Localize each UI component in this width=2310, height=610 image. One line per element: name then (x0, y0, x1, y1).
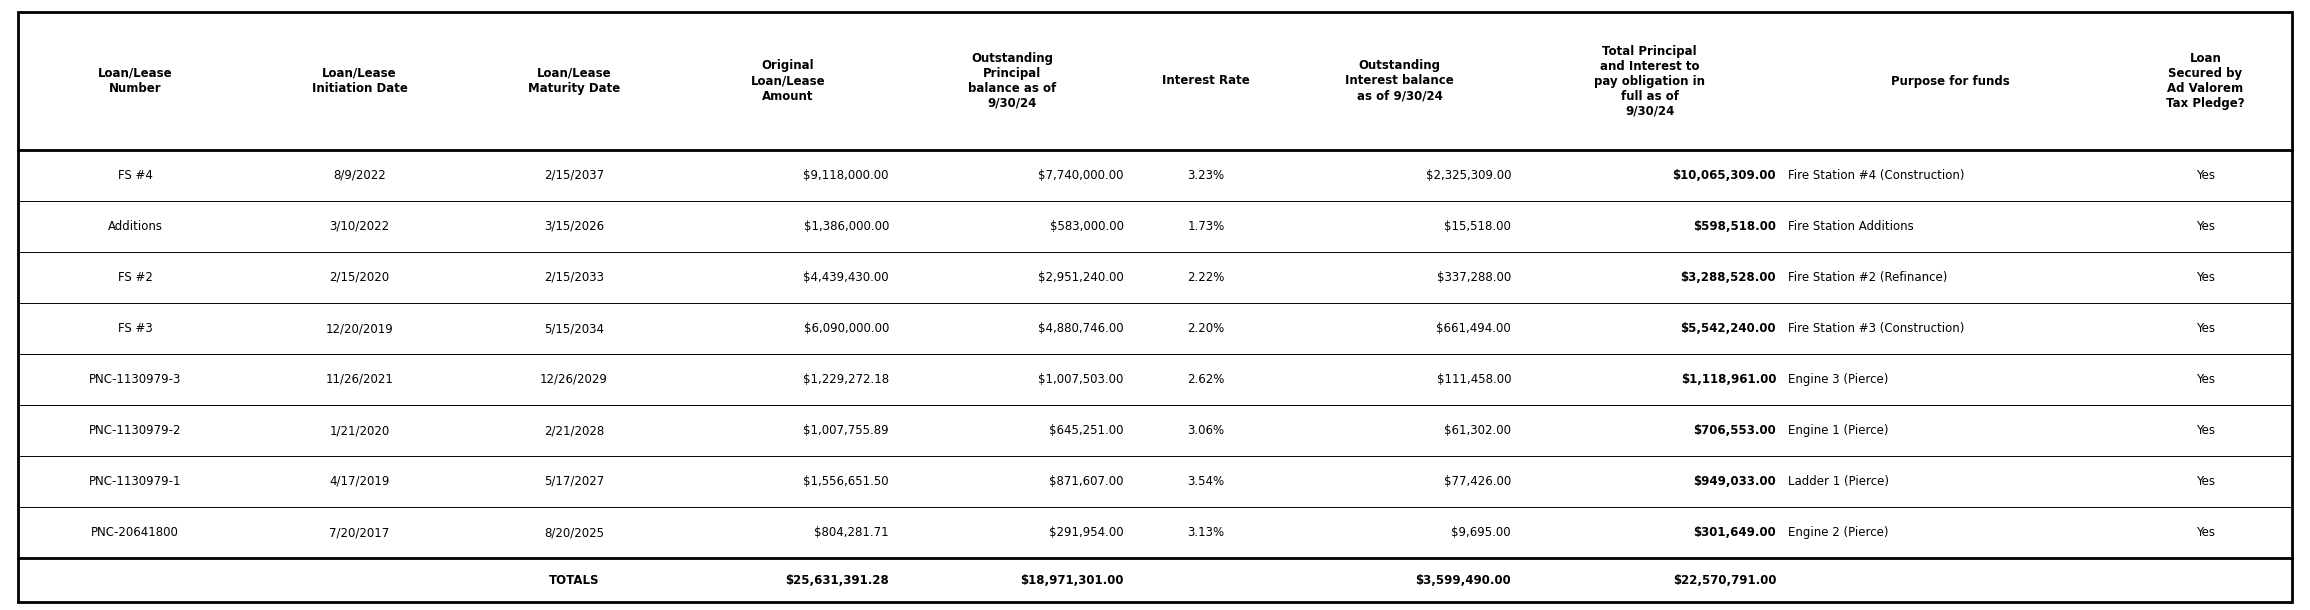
Text: 1/21/2020: 1/21/2020 (330, 424, 390, 437)
Text: PNC-1130979-1: PNC-1130979-1 (90, 475, 182, 488)
Text: Purpose for funds: Purpose for funds (1892, 74, 2010, 87)
Text: $3,288,528.00: $3,288,528.00 (1679, 271, 1776, 284)
Text: PNC-1130979-2: PNC-1130979-2 (90, 424, 182, 437)
Text: $18,971,301.00: $18,971,301.00 (1021, 573, 1123, 586)
Text: FS #4: FS #4 (118, 169, 152, 182)
Text: $7,740,000.00: $7,740,000.00 (1037, 169, 1123, 182)
Text: 2.62%: 2.62% (1187, 373, 1224, 386)
Text: Yes: Yes (2197, 271, 2215, 284)
Text: $22,570,791.00: $22,570,791.00 (1672, 573, 1776, 586)
Text: 3.23%: 3.23% (1187, 169, 1224, 182)
Text: Engine 2 (Pierce): Engine 2 (Pierce) (1788, 526, 1890, 539)
Text: $598,518.00: $598,518.00 (1693, 220, 1776, 233)
Text: 8/20/2025: 8/20/2025 (543, 526, 603, 539)
Text: $3,599,490.00: $3,599,490.00 (1416, 573, 1511, 586)
Text: Loan/Lease
Number: Loan/Lease Number (97, 67, 173, 95)
Text: 12/26/2029: 12/26/2029 (541, 373, 608, 386)
Text: $4,439,430.00: $4,439,430.00 (804, 271, 889, 284)
Text: $871,607.00: $871,607.00 (1049, 475, 1123, 488)
Text: Engine 1 (Pierce): Engine 1 (Pierce) (1788, 424, 1890, 437)
Text: Loan
Secured by
Ad Valorem
Tax Pledge?: Loan Secured by Ad Valorem Tax Pledge? (2167, 52, 2245, 110)
Text: 3.13%: 3.13% (1187, 526, 1224, 539)
Text: 8/9/2022: 8/9/2022 (333, 169, 386, 182)
Text: 5/15/2034: 5/15/2034 (543, 322, 603, 335)
Text: Yes: Yes (2197, 220, 2215, 233)
Text: $1,556,651.50: $1,556,651.50 (804, 475, 889, 488)
Text: Fire Station Additions: Fire Station Additions (1788, 220, 1915, 233)
Text: $1,386,000.00: $1,386,000.00 (804, 220, 889, 233)
Text: $291,954.00: $291,954.00 (1049, 526, 1123, 539)
Text: Original
Loan/Lease
Amount: Original Loan/Lease Amount (751, 60, 825, 102)
Text: 12/20/2019: 12/20/2019 (326, 322, 393, 335)
Text: PNC-1130979-3: PNC-1130979-3 (90, 373, 182, 386)
Text: 2/15/2033: 2/15/2033 (543, 271, 603, 284)
Text: Total Principal
and Interest to
pay obligation in
full as of
9/30/24: Total Principal and Interest to pay obli… (1594, 45, 1705, 118)
Text: 11/26/2021: 11/26/2021 (326, 373, 393, 386)
Text: 7/20/2017: 7/20/2017 (330, 526, 390, 539)
Text: FS #3: FS #3 (118, 322, 152, 335)
Text: $6,090,000.00: $6,090,000.00 (804, 322, 889, 335)
Text: Outstanding
Principal
balance as of
9/30/24: Outstanding Principal balance as of 9/30… (968, 52, 1056, 110)
Text: $25,631,391.28: $25,631,391.28 (785, 573, 889, 586)
Text: $15,518.00: $15,518.00 (1444, 220, 1511, 233)
Text: Loan/Lease
Maturity Date: Loan/Lease Maturity Date (527, 67, 619, 95)
Text: 3/10/2022: 3/10/2022 (330, 220, 390, 233)
Text: Loan/Lease
Initiation Date: Loan/Lease Initiation Date (312, 67, 407, 95)
Text: 2/15/2037: 2/15/2037 (543, 169, 603, 182)
Text: 3/15/2026: 3/15/2026 (543, 220, 603, 233)
Text: Interest Rate: Interest Rate (1162, 74, 1250, 87)
Text: $337,288.00: $337,288.00 (1437, 271, 1511, 284)
Text: Fire Station #2 (Refinance): Fire Station #2 (Refinance) (1788, 271, 1947, 284)
Text: $2,325,309.00: $2,325,309.00 (1425, 169, 1511, 182)
Text: $61,302.00: $61,302.00 (1444, 424, 1511, 437)
Text: Yes: Yes (2197, 322, 2215, 335)
Text: FS #2: FS #2 (118, 271, 152, 284)
Text: 4/17/2019: 4/17/2019 (330, 475, 390, 488)
Text: Fire Station #3 (Construction): Fire Station #3 (Construction) (1788, 322, 1964, 335)
Text: Yes: Yes (2197, 373, 2215, 386)
Text: $645,251.00: $645,251.00 (1049, 424, 1123, 437)
Text: 2/21/2028: 2/21/2028 (543, 424, 603, 437)
Text: $5,542,240.00: $5,542,240.00 (1679, 322, 1776, 335)
Text: $301,649.00: $301,649.00 (1693, 526, 1776, 539)
Text: $77,426.00: $77,426.00 (1444, 475, 1511, 488)
Text: TOTALS: TOTALS (547, 573, 598, 586)
Text: $4,880,746.00: $4,880,746.00 (1037, 322, 1123, 335)
Text: Yes: Yes (2197, 169, 2215, 182)
Text: $661,494.00: $661,494.00 (1437, 322, 1511, 335)
Text: $949,033.00: $949,033.00 (1693, 475, 1776, 488)
Text: 3.54%: 3.54% (1187, 475, 1224, 488)
Text: Fire Station #4 (Construction): Fire Station #4 (Construction) (1788, 169, 1964, 182)
Text: PNC-20641800: PNC-20641800 (92, 526, 180, 539)
Text: $1,007,755.89: $1,007,755.89 (804, 424, 889, 437)
Text: $9,118,000.00: $9,118,000.00 (804, 169, 889, 182)
Text: Yes: Yes (2197, 526, 2215, 539)
Text: Yes: Yes (2197, 475, 2215, 488)
Text: $1,229,272.18: $1,229,272.18 (804, 373, 889, 386)
Text: $9,695.00: $9,695.00 (1451, 526, 1511, 539)
Text: 2/15/2020: 2/15/2020 (330, 271, 390, 284)
Text: 1.73%: 1.73% (1187, 220, 1224, 233)
Text: $804,281.71: $804,281.71 (815, 526, 889, 539)
Text: 3.06%: 3.06% (1187, 424, 1224, 437)
Text: 5/17/2027: 5/17/2027 (543, 475, 603, 488)
Text: Ladder 1 (Pierce): Ladder 1 (Pierce) (1788, 475, 1890, 488)
Text: Outstanding
Interest balance
as of 9/30/24: Outstanding Interest balance as of 9/30/… (1344, 60, 1453, 102)
Text: $583,000.00: $583,000.00 (1049, 220, 1123, 233)
Text: 2.22%: 2.22% (1187, 271, 1224, 284)
Text: 2.20%: 2.20% (1187, 322, 1224, 335)
Text: $1,118,961.00: $1,118,961.00 (1682, 373, 1776, 386)
Text: Engine 3 (Pierce): Engine 3 (Pierce) (1788, 373, 1890, 386)
Text: $1,007,503.00: $1,007,503.00 (1037, 373, 1123, 386)
Text: $2,951,240.00: $2,951,240.00 (1037, 271, 1123, 284)
Text: $706,553.00: $706,553.00 (1693, 424, 1776, 437)
Text: $10,065,309.00: $10,065,309.00 (1672, 169, 1776, 182)
Text: Yes: Yes (2197, 424, 2215, 437)
Text: $111,458.00: $111,458.00 (1437, 373, 1511, 386)
Text: Additions: Additions (109, 220, 162, 233)
